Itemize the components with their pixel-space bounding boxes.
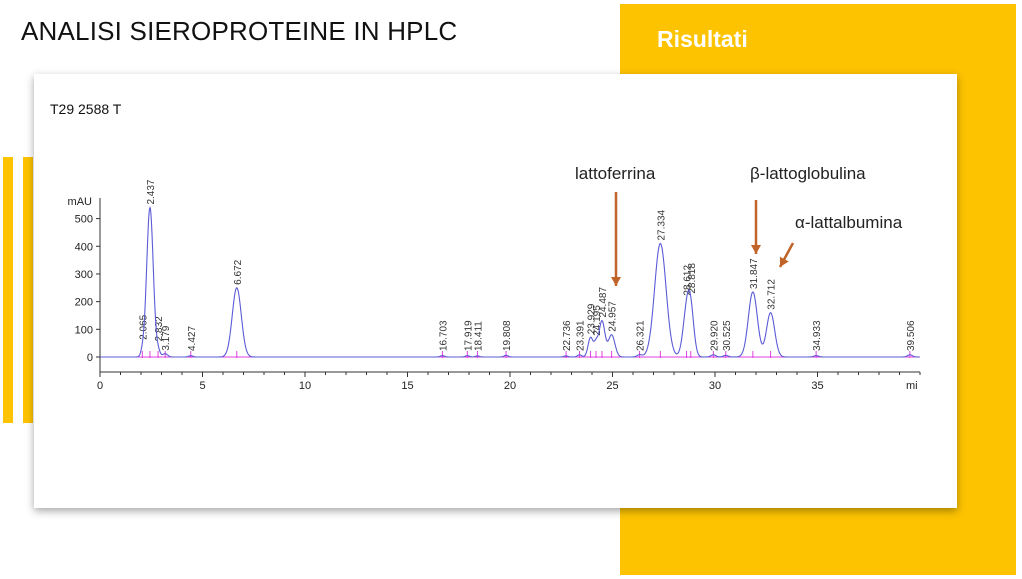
peak-label: 24.195	[592, 305, 603, 336]
peak-label: 23.929	[587, 303, 598, 334]
x-tick-label: 0	[97, 380, 103, 392]
annotation-alpha-lactalbumin: α-lattalbumina	[795, 213, 903, 232]
peak-label: 2.437	[146, 179, 157, 204]
section-title: Risultati	[657, 26, 748, 52]
x-tick-label: 20	[504, 380, 516, 392]
peak-label: 28.612	[683, 265, 694, 296]
peak-label: 17.919	[463, 320, 474, 351]
peak-label: 6.672	[233, 259, 244, 284]
peak-label: 29.920	[709, 320, 720, 351]
arrow-beta-lactoglobulin-head	[751, 245, 761, 254]
peak-label: 39.506	[906, 320, 917, 351]
y-tick-label: 0	[87, 352, 93, 364]
peak-label: 22.736	[562, 320, 573, 351]
annotation-beta-lactoglobulin: β-lattoglobulina	[750, 164, 866, 183]
peak-label: 16.703	[438, 320, 449, 351]
y-tick-label: 100	[75, 324, 93, 336]
peak-label: 24.957	[608, 301, 619, 332]
peak-label: 4.427	[187, 326, 198, 351]
y-tick-label: 500	[75, 214, 93, 226]
chart-card	[34, 74, 957, 508]
x-tick-label: 35	[811, 380, 823, 392]
annotation-arrows	[611, 192, 795, 286]
peak-label: 34.933	[812, 320, 823, 351]
peak-label: 27.334	[656, 209, 667, 240]
peak-label: 18.411	[473, 321, 484, 351]
peak-label: 23.391	[576, 320, 587, 351]
peak-label: 24.487	[598, 287, 609, 318]
annotation-lactoferrin: lattoferrina	[575, 164, 656, 183]
x-tick-label: 25	[606, 380, 618, 392]
y-tick-label: 200	[75, 297, 93, 309]
x-tick-label: 10	[299, 380, 311, 392]
accent-bar-left-inner	[23, 157, 33, 423]
slide-title: ANALISI SIEROPROTEINE IN HPLC	[21, 16, 458, 46]
peak-label: 3.179	[161, 325, 172, 350]
x-tick-label: 15	[401, 380, 413, 392]
peak-label: 31.847	[749, 258, 760, 289]
x-tick-label: 5	[199, 380, 205, 392]
peak-label: 32.712	[767, 279, 778, 310]
peak-label: 2.832	[154, 316, 165, 341]
accent-bar-left	[3, 157, 13, 423]
x-tick-label: 30	[709, 380, 721, 392]
peak-label: 26.321	[636, 320, 647, 351]
sample-id: T29 2588 T	[50, 101, 122, 117]
peak-label: 19.808	[502, 320, 513, 351]
chart-axes: 0 100 200 300 400 500 mAU 0 5 10 15 20 25 30 35 mi	[68, 196, 921, 392]
signal-trace	[100, 206, 920, 358]
arrow-alpha-lactalbumin-head	[779, 256, 789, 267]
peak-label: 28.818	[687, 263, 698, 294]
peak-label: 30.525	[722, 320, 733, 351]
y-axis-label: mAU	[68, 196, 93, 208]
y-tick-label: 300	[75, 269, 93, 281]
x-axis-label: mi	[906, 380, 918, 392]
arrow-lactoferrin-head	[611, 277, 621, 286]
y-tick-label: 400	[75, 241, 93, 253]
